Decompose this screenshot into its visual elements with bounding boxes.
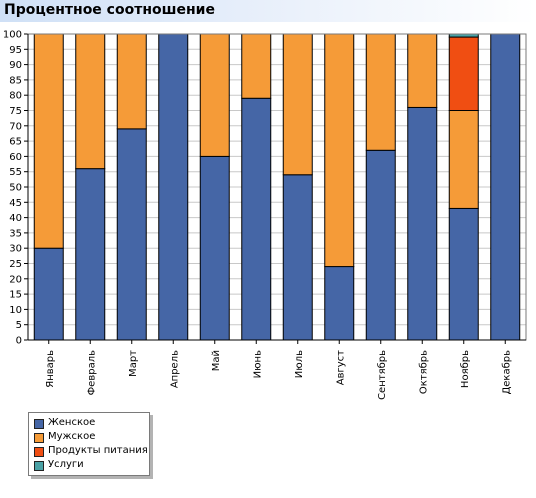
y-tick-label: 65 [9,137,22,148]
legend-swatch [34,419,44,429]
y-tick-label: 100 [3,30,22,41]
bar-segment [407,33,438,108]
y-tick-label: 15 [9,290,22,301]
y-tick-label: 10 [9,305,22,316]
bar-segment [199,155,230,341]
bar-segment [282,174,313,341]
chart-title: Процентное соотношение [4,2,215,18]
legend-label: Женское [48,417,96,428]
bar-segment [365,33,396,151]
bar-segment [158,33,189,341]
y-tick-label: 45 [9,198,22,209]
y-tick-label: 95 [9,45,22,56]
y-tick-label: 20 [9,274,22,285]
y-tick-label: 35 [9,228,22,239]
x-tick-label: Декабрь [501,350,512,395]
x-tick-label: Март [128,350,139,377]
y-tick-label: 85 [9,75,22,86]
x-tick-label: Май [211,350,222,371]
bar-segment [282,33,313,176]
x-tick-label: Февраль [86,350,97,396]
chart-legend: Женское Мужское Продукты питания Услуги [28,412,150,476]
legend-label: Услуги [48,459,84,470]
bar-segment [199,33,230,157]
x-tick-label: Июнь [252,350,263,378]
bar-segment [448,110,479,209]
y-tick-label: 30 [9,244,22,255]
y-tick-label: 70 [9,121,22,132]
legend-swatch [34,461,44,471]
y-tick-label: 80 [9,91,22,102]
x-tick-label: Сентябрь [377,350,388,400]
y-tick-label: 90 [9,60,22,71]
y-tick-label: 0 [16,336,22,347]
bar-segment [324,266,355,341]
bar-segment [490,33,521,341]
bar-segment [448,207,479,341]
y-tick-label: 5 [16,320,22,331]
bar-segment [448,36,479,112]
bar-segment [116,33,147,130]
bar-segment [241,97,272,341]
x-tick-label: Апрель [169,350,180,388]
legend-swatch [34,447,44,457]
x-tick-label: Август [335,350,346,385]
bar-segment [116,128,147,341]
legend-label: Мужское [48,431,96,442]
bar-segment [241,33,272,99]
y-tick-label: 60 [9,152,22,163]
y-tick-label: 40 [9,213,22,224]
bar-segment [33,247,64,341]
y-tick-label: 25 [9,259,22,270]
y-tick-label: 50 [9,183,22,194]
bar-segment [365,149,396,341]
chart-header: Процентное соотношение [0,0,536,22]
x-tick-label: Ноябрь [460,350,471,388]
y-tick-label: 55 [9,167,22,178]
y-tick-label: 75 [9,106,22,117]
bar-segment [407,106,438,341]
bar-segment [324,33,355,268]
bar-segment [75,168,106,341]
x-tick-label: Январь [45,350,56,388]
legend-label: Продукты питания [48,445,148,456]
legend-swatch [34,433,44,443]
x-tick-label: Октябрь [418,350,429,394]
bar-segment [75,33,106,170]
bar-segment [33,33,64,249]
x-tick-label: Июль [294,350,305,378]
